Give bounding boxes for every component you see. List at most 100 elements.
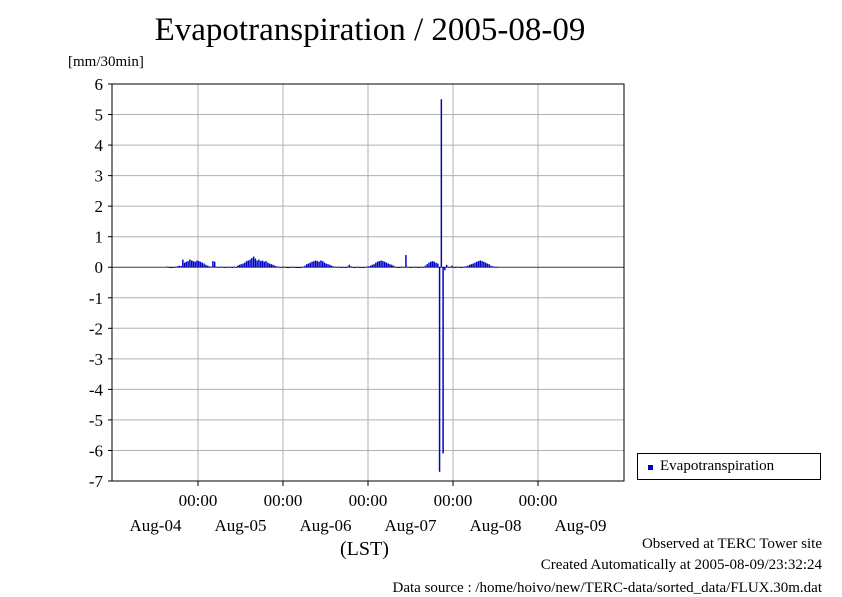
bar — [178, 265, 180, 268]
footer-created: Created Automatically at 2005-08-09/23:3… — [540, 557, 822, 573]
x-tick-time-label: 00:00 — [179, 491, 218, 510]
bar — [442, 267, 444, 454]
x-tick-date-label: Aug-09 — [555, 516, 607, 535]
y-tick-label: -3 — [89, 350, 103, 369]
bar — [445, 264, 448, 268]
bar — [330, 265, 333, 268]
bar — [368, 266, 370, 268]
y-tick-label: -4 — [89, 380, 104, 399]
bar — [424, 265, 427, 268]
x-tick-time-label: 00:00 — [434, 491, 473, 510]
bar — [476, 261, 478, 268]
bar — [451, 265, 453, 268]
bar — [242, 263, 244, 268]
bar — [479, 260, 482, 268]
bar — [477, 261, 480, 268]
bar — [391, 264, 393, 268]
bar — [417, 267, 420, 269]
bar — [486, 263, 489, 268]
bar — [373, 264, 375, 268]
bar — [298, 267, 301, 269]
x-tick-date-label: Aug-04 — [130, 516, 182, 535]
x-tick-date-label: Aug-08 — [470, 516, 522, 535]
y-tick-label: -1 — [89, 289, 103, 308]
bar — [438, 267, 441, 472]
footer-site: Observed at TERC Tower site — [641, 536, 822, 552]
bar — [362, 267, 365, 269]
bar — [171, 267, 173, 269]
bar — [470, 264, 473, 268]
bar — [247, 260, 250, 268]
bar — [183, 262, 186, 268]
legend-swatch — [648, 465, 653, 470]
bar — [325, 263, 327, 268]
y-axis-unit-label: [mm/30min] — [68, 54, 144, 70]
bar — [270, 264, 273, 268]
y-tick-label: -2 — [89, 319, 103, 338]
y-tick-label: 3 — [95, 167, 104, 186]
bar — [332, 266, 335, 268]
bar — [428, 262, 430, 268]
bar — [307, 263, 310, 268]
bar — [256, 260, 258, 268]
bar — [484, 262, 487, 268]
bar — [483, 261, 485, 268]
bar — [465, 266, 467, 268]
bar — [392, 265, 395, 268]
legend-label: Evapotranspiration — [660, 458, 775, 474]
bar — [261, 260, 264, 268]
bar — [268, 263, 271, 268]
bar — [272, 264, 274, 268]
bar — [405, 255, 407, 268]
bar — [431, 261, 434, 268]
bar — [437, 263, 439, 268]
bar — [297, 267, 299, 269]
bar — [359, 267, 361, 269]
bar — [350, 266, 352, 268]
footer-source: Data source : /home/hoivo/new/TERC-data/… — [392, 580, 823, 596]
bar — [182, 259, 184, 268]
bar — [254, 258, 257, 268]
bar — [238, 264, 241, 268]
y-tick-label: -6 — [89, 441, 103, 460]
bar — [329, 264, 331, 268]
y-tick-label: 1 — [95, 228, 104, 247]
bar — [378, 261, 381, 268]
bar — [380, 260, 382, 268]
y-tick-label: 0 — [95, 258, 104, 277]
bar — [288, 267, 290, 269]
chart-title: Evapotranspiration / 2005-08-09 — [154, 12, 586, 48]
bar — [481, 261, 483, 268]
bar — [327, 264, 329, 268]
bar — [252, 256, 255, 268]
y-tick-label: 6 — [95, 75, 104, 94]
bar — [213, 261, 216, 268]
bar — [244, 262, 246, 268]
bar — [490, 265, 492, 268]
bar — [205, 264, 207, 268]
bar — [190, 260, 193, 268]
bar — [192, 261, 195, 268]
bar — [201, 262, 204, 268]
x-tick-time-label: 00:00 — [264, 491, 303, 510]
bar — [267, 262, 269, 268]
bar — [306, 264, 308, 268]
bar — [259, 261, 262, 268]
bar — [236, 265, 239, 268]
bar — [263, 261, 265, 268]
bar — [231, 267, 234, 269]
bar — [309, 262, 312, 268]
bar — [199, 261, 202, 268]
bar — [316, 261, 319, 268]
bar — [474, 262, 476, 268]
bar — [433, 261, 435, 268]
bar — [435, 262, 437, 268]
bar — [258, 259, 260, 268]
bar — [212, 261, 214, 268]
bar — [180, 266, 182, 268]
bar — [240, 264, 242, 268]
bar — [208, 266, 211, 268]
bar — [472, 263, 474, 268]
bar — [460, 267, 462, 269]
